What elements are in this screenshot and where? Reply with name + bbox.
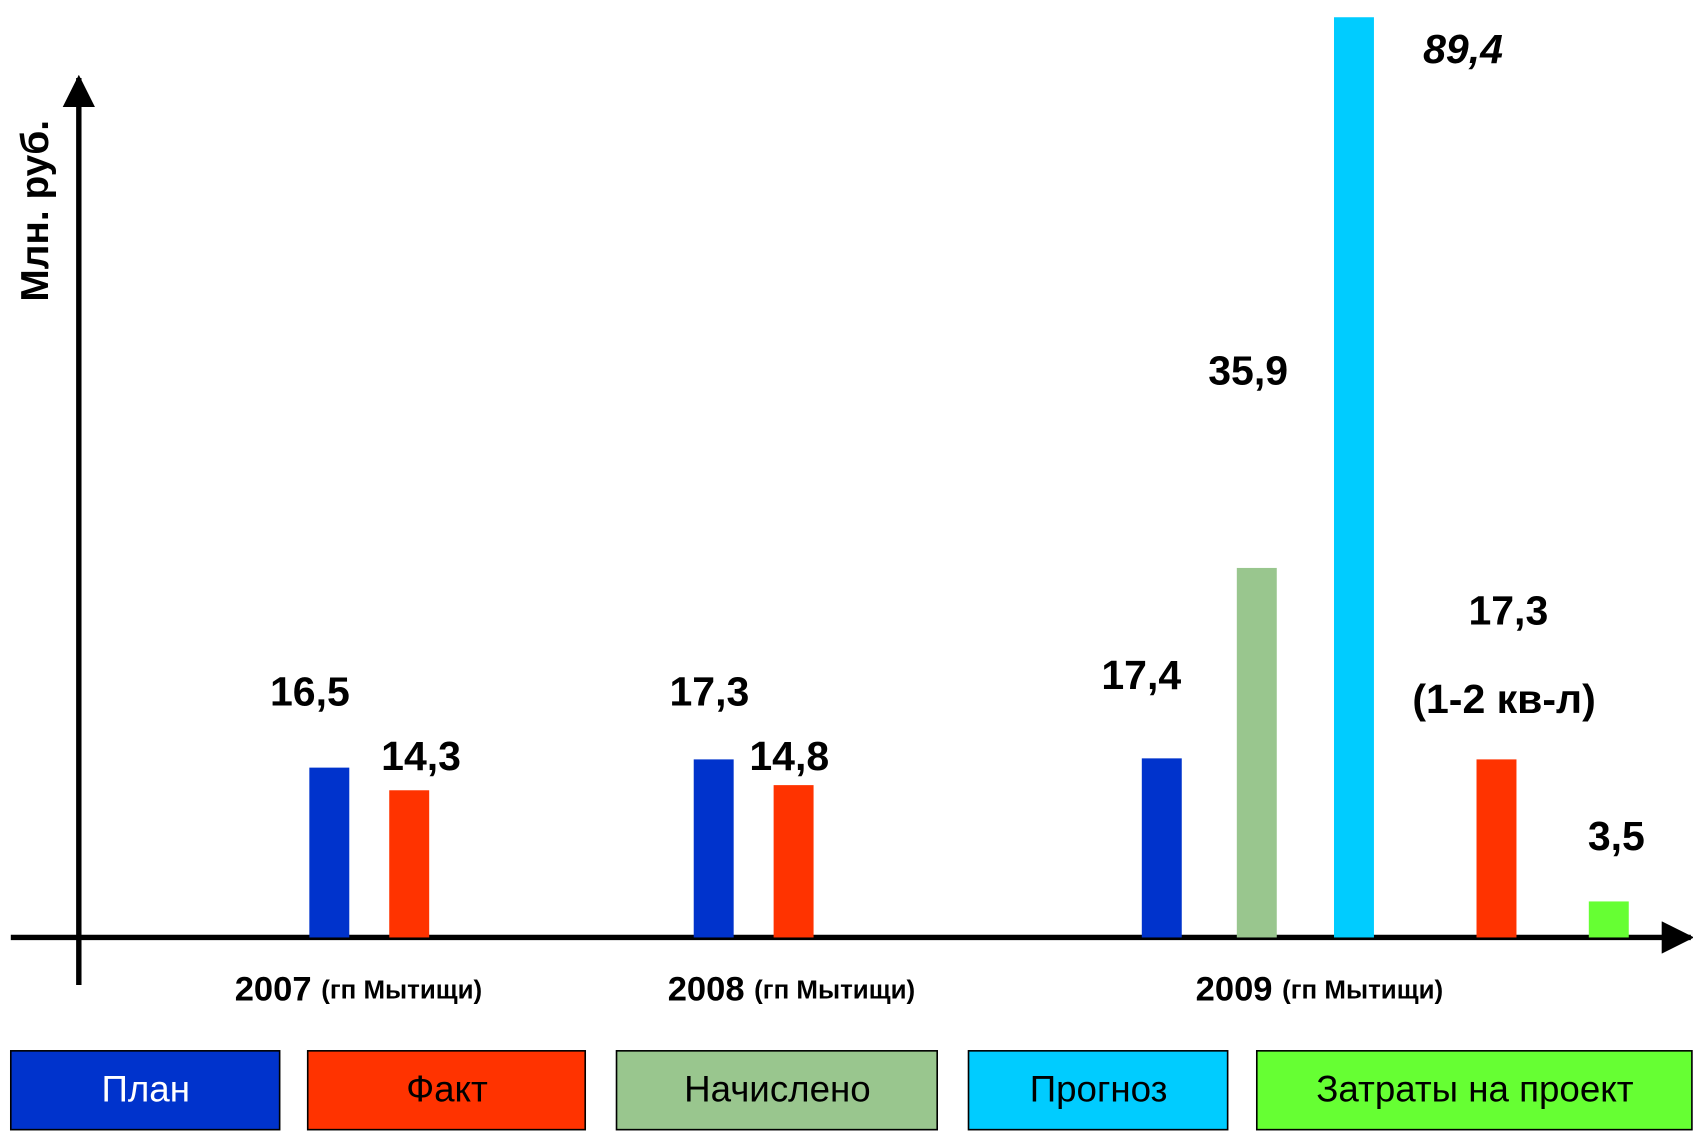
bar [773, 785, 814, 938]
legend-label: Затраты на проект [1316, 1069, 1633, 1110]
legend-swatch [615, 1050, 939, 1131]
bar [1236, 567, 1277, 938]
category-note: (гп Мытищи) [321, 976, 482, 1004]
bar [693, 759, 734, 938]
category: 2007 [235, 971, 312, 1009]
legend-label: Факт [406, 1069, 488, 1110]
legend-label: План [102, 1069, 190, 1110]
value-label: 17,3 [1468, 587, 1548, 633]
annotation: (1-2 кв-л) [1412, 676, 1595, 722]
value-label: 17,4 [1101, 652, 1181, 698]
category: 2009 [1196, 971, 1273, 1009]
x-tick-label: 2009 (гп Мытищи) [1196, 971, 1443, 1009]
legend-swatch [306, 1050, 587, 1131]
category-note: (гп Мытищи) [754, 976, 915, 1004]
legend-label: Прогноз [1030, 1069, 1168, 1110]
x-tick-label: 2007 (гп Мытищи) [235, 971, 482, 1009]
legend-swatch [9, 1050, 281, 1131]
legend-swatch [967, 1050, 1229, 1131]
bar [309, 767, 350, 938]
value-label: 89,4 [1423, 26, 1503, 72]
value-label: 17,3 [669, 668, 749, 714]
bar [1333, 17, 1374, 938]
legend-label: Начислено [684, 1069, 871, 1110]
value-label: 14,3 [381, 733, 461, 779]
y-axis-label: Млн. руб. [14, 120, 57, 302]
x-tick-label: 2008 (гп Мытищи) [668, 971, 915, 1009]
value-label: 16,5 [270, 668, 350, 714]
value-label: 3,5 [1588, 813, 1645, 859]
bar [389, 790, 430, 938]
bar [1588, 901, 1629, 938]
bar [1141, 758, 1182, 938]
category-note: (гп Мытищи) [1282, 976, 1443, 1004]
value-label: 35,9 [1208, 348, 1288, 394]
bar [1476, 759, 1517, 938]
legend-swatch [1255, 1050, 1693, 1131]
value-label: 14,8 [749, 733, 829, 779]
category: 2008 [668, 971, 745, 1009]
